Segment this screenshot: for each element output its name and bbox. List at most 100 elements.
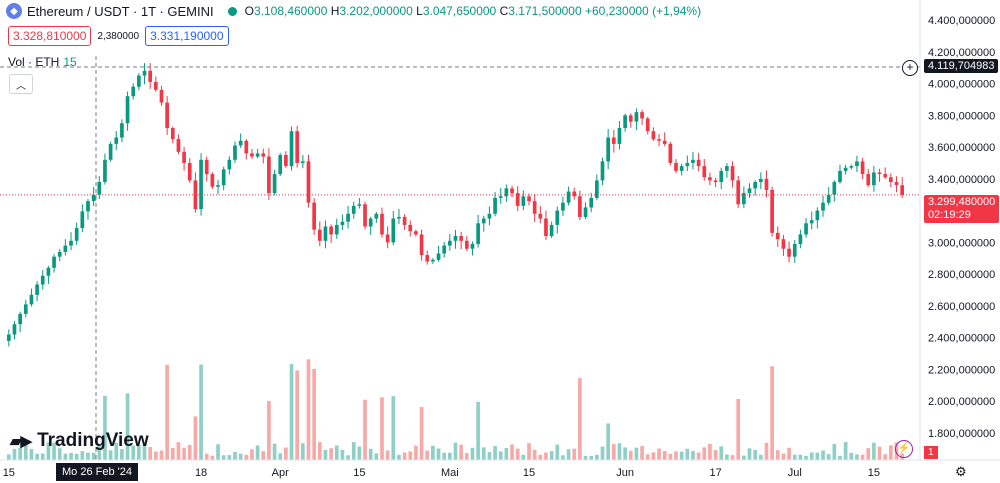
candle-body	[346, 213, 350, 222]
volume-bar	[170, 447, 175, 460]
volume-bar	[866, 448, 871, 460]
candle-body	[691, 159, 695, 163]
tradingview-logo[interactable]: ▰▶ TradingView	[10, 430, 149, 451]
candle-body	[600, 161, 605, 181]
volume-bar	[464, 453, 469, 460]
volume-bar	[397, 454, 401, 460]
volume-bar	[826, 454, 831, 460]
candle-body	[125, 96, 130, 124]
volume-bar	[329, 448, 333, 460]
candle-body	[498, 196, 503, 198]
candle-body	[40, 275, 45, 285]
volume-bar	[668, 453, 673, 460]
volume-bar	[165, 364, 169, 460]
crosshair-date-label: Mo 26 Feb '24	[56, 463, 138, 481]
volume-bar	[159, 450, 164, 460]
candle-body	[233, 145, 237, 160]
volume-bar	[872, 442, 876, 460]
lightning-icon[interactable]: ⚡	[895, 440, 913, 458]
gear-icon[interactable]: ⚙	[955, 464, 967, 479]
candle-body	[889, 177, 893, 183]
volume-bar	[340, 449, 345, 460]
volume-bar	[448, 452, 452, 460]
candle-body	[255, 153, 260, 157]
candle-body	[696, 159, 701, 167]
volume-legend[interactable]: Vol · ETH 15	[8, 55, 77, 69]
volume-bar	[589, 455, 594, 460]
buy-button[interactable]: 3.331,190000	[145, 26, 229, 46]
sell-button[interactable]: 3.328,810000	[8, 26, 92, 46]
candle-body	[894, 182, 899, 186]
candle-body	[80, 211, 85, 229]
volume-bar	[889, 445, 893, 460]
market-status-icon	[227, 6, 237, 16]
volume-bar	[736, 398, 741, 460]
volume-bar	[193, 416, 198, 460]
collapse-legend-button[interactable]: ︿	[9, 74, 33, 94]
volume-bar	[6, 454, 11, 460]
candle-body	[753, 182, 758, 189]
price-axis: 4.400,000000 4.200,000000 4.000,000000 3.80…	[928, 15, 995, 440]
volume-bar	[40, 453, 45, 460]
candle-body	[578, 196, 582, 217]
plus-circle-icon[interactable]: +	[902, 60, 918, 76]
time-tick-label: 15	[353, 467, 365, 479]
candle-body	[809, 220, 814, 224]
candle-body	[182, 151, 186, 163]
candle-body	[153, 81, 158, 90]
trade-panel: 3.328,810000 2,380000 3.331,190000	[8, 26, 229, 46]
volume-bar	[504, 448, 509, 460]
volume-bar	[708, 443, 712, 460]
candle-body	[148, 70, 153, 82]
volume-bar	[696, 452, 701, 460]
volume-bar	[301, 443, 305, 460]
candle-body	[91, 194, 96, 202]
candle-body	[380, 213, 384, 235]
candle-body	[555, 210, 560, 225]
candle-body	[566, 191, 571, 203]
candle-body	[792, 243, 797, 257]
candle-body	[137, 75, 141, 87]
volume-bar	[289, 364, 294, 460]
candle-body	[702, 166, 707, 178]
candle-body	[781, 239, 786, 249]
volume-bar	[679, 451, 684, 460]
candle-body	[668, 143, 673, 163]
candle-body	[572, 191, 577, 197]
volume-bar	[57, 448, 62, 460]
volume-bar	[35, 453, 39, 460]
candle-body	[634, 112, 639, 122]
candle-body	[244, 140, 249, 154]
candle-body	[238, 140, 243, 146]
volume-bar	[204, 453, 209, 460]
volume-bar	[255, 445, 260, 460]
volume-bar	[414, 445, 418, 460]
price-tick-label: 3.600,000000	[928, 142, 995, 154]
volume-bar	[187, 444, 192, 460]
volume-bar	[600, 446, 605, 460]
volume-bar	[555, 444, 560, 460]
candle-body	[821, 202, 825, 211]
candle-body	[317, 229, 322, 241]
volume-bar	[148, 447, 153, 460]
candle-body	[544, 218, 548, 237]
candle-body	[459, 236, 463, 241]
candle-body	[306, 161, 311, 203]
volume-bar	[832, 443, 837, 460]
candle-body	[204, 159, 209, 175]
volume-bar	[645, 454, 650, 460]
candlestick-series	[6, 63, 905, 347]
candle-body	[142, 70, 147, 76]
candle-body	[57, 251, 62, 257]
candle-body	[679, 166, 684, 171]
price-tick-label: 2.800,000000	[928, 269, 995, 281]
volume-bar	[120, 449, 124, 460]
symbol-title[interactable]: Ethereum / USDT · 1T · GEMINI	[27, 3, 214, 19]
volume-bar	[278, 453, 283, 460]
candle-body	[657, 139, 661, 141]
price-tick-label: 4.200,000000	[928, 47, 995, 59]
candle-body	[640, 112, 644, 119]
candle-body	[742, 193, 746, 205]
volume-bar	[781, 453, 786, 460]
